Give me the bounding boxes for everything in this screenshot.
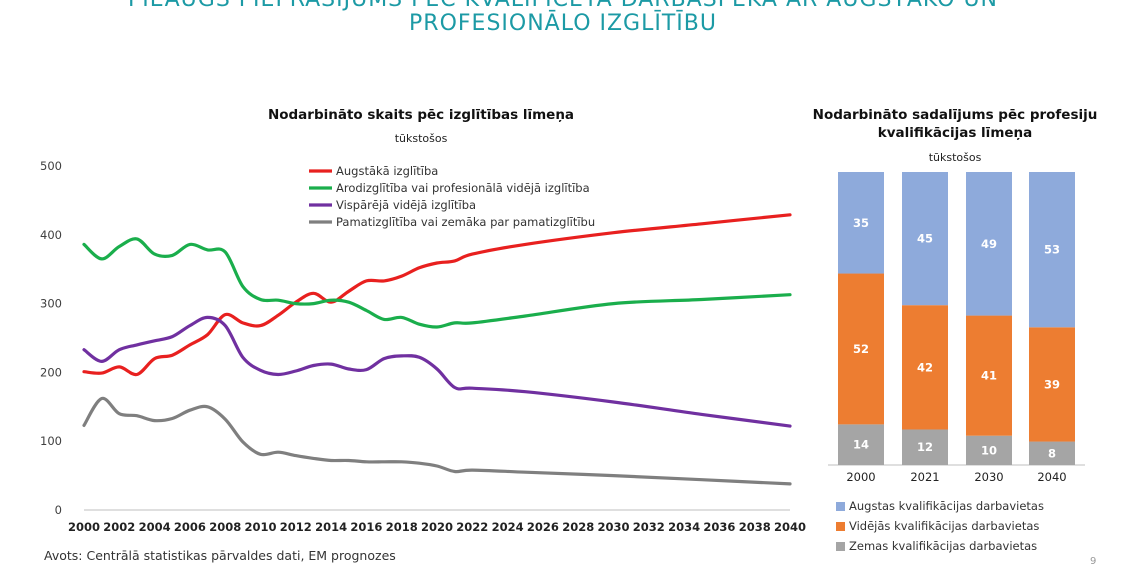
line-chart-title: Nodarbināto skaits pēc izglītības līmeņa xyxy=(268,107,574,123)
x-tick-label: 2002 xyxy=(103,520,135,534)
x-tick-label: 2012 xyxy=(280,520,312,534)
bar-category-label: 2040 xyxy=(1037,470,1066,484)
medium-qualification-segment xyxy=(966,315,1012,436)
series-line-vocational-education xyxy=(82,237,792,329)
legend-label: Pamatizglītība vai zemāka par pamatizglī… xyxy=(336,215,595,229)
bar-chart-legend: Augstas kvalifikācijas darbavietas Vidējā… xyxy=(836,499,1044,553)
low-qualification-segment xyxy=(966,435,1012,465)
high-qualification-segment xyxy=(838,172,884,274)
bar-data-label: 8 xyxy=(1048,446,1056,460)
bar-data-label: 10 xyxy=(981,443,997,457)
x-tick-label: 2028 xyxy=(562,520,594,534)
bar-data-label: 45 xyxy=(917,232,933,246)
x-tick-label: 2038 xyxy=(739,520,771,534)
legend-swatch xyxy=(836,542,845,551)
legend-swatch xyxy=(836,502,845,511)
y-tick-label: 100 xyxy=(40,434,62,448)
bar-category-label: 2030 xyxy=(974,470,1003,484)
bar-category-label: 2021 xyxy=(910,470,939,484)
medium-qualification-segment xyxy=(1029,327,1075,442)
legend-label: Augstas kvalifikācijas darbavietas xyxy=(849,499,1044,513)
high-qualification-segment xyxy=(1029,172,1075,328)
legend-label: Vidējās kvalifikācijas darbavietas xyxy=(849,519,1039,533)
x-tick-label: 2008 xyxy=(209,520,241,534)
bar-chart-subtitle: tūkstošos xyxy=(929,151,982,164)
low-qualification-segment xyxy=(902,429,948,465)
bar-data-label: 42 xyxy=(917,360,933,374)
page-title: PIEAUGS PIEPRASĪJUMS PĒC KVALIFICĒTA DAR… xyxy=(128,0,997,36)
bar-data-label: 49 xyxy=(981,237,997,251)
x-tick-label: 2036 xyxy=(703,520,735,534)
legend-label: Vispārējā vidējā izglītība xyxy=(336,198,476,212)
x-tick-label: 2030 xyxy=(597,520,629,534)
bar-data-label: 12 xyxy=(917,440,933,454)
series-line-general-secondary xyxy=(82,315,792,428)
x-tick-label: 2014 xyxy=(315,520,347,534)
x-tick-label: 2018 xyxy=(386,520,418,534)
x-tick-label: 2016 xyxy=(350,520,382,534)
x-tick-label: 2034 xyxy=(668,520,700,534)
line-chart-axes: 0 100 200 300 400 500 2000 2002 2004 2006 2008 2010… xyxy=(40,159,806,534)
x-tick-label: 2006 xyxy=(174,520,206,534)
series-line-higher-education xyxy=(82,213,792,377)
high-qualification-segment xyxy=(902,172,948,306)
bar-category-label: 2000 xyxy=(846,470,875,484)
bar-chart-title-line-1: Nodarbināto sadalījums pēc profesiju xyxy=(813,107,1098,123)
bar-data-label: 35 xyxy=(853,216,869,230)
medium-qualification-segment xyxy=(838,273,884,425)
slide-number: 9 xyxy=(1090,556,1097,567)
line-chart: Nodarbināto skaits pēc izglītības līmeņa… xyxy=(40,107,806,534)
x-tick-label: 2032 xyxy=(633,520,665,534)
source-note: Avots: Centrālā statistikas pārvaldes da… xyxy=(44,548,396,563)
legend-label: Augstākā izglītība xyxy=(336,164,438,178)
bar-data-label: 14 xyxy=(853,438,869,452)
bar-chart: Nodarbināto sadalījums pēc profesiju kva… xyxy=(813,107,1098,553)
series-line-basic-education xyxy=(82,396,792,486)
legend-label: Zemas kvalifikācijas darbavietas xyxy=(849,539,1037,553)
x-tick-label: 2040 xyxy=(774,520,806,534)
x-tick-label: 2020 xyxy=(421,520,453,534)
high-qualification-segment xyxy=(966,172,1012,316)
line-chart-series xyxy=(82,213,792,486)
line-chart-legend: Augstākā izglītība Arodizglītība vai prof… xyxy=(309,164,595,229)
bar-chart-bars: 14 52 35 2000 12 42 45 2021 10 41 49 2030 8 39 53 2040 xyxy=(828,172,1085,484)
x-tick-label: 2010 xyxy=(244,520,276,534)
y-tick-label: 0 xyxy=(55,503,62,517)
y-tick-label: 200 xyxy=(40,365,62,379)
legend-swatch xyxy=(836,522,845,531)
bar-data-label: 41 xyxy=(981,369,997,383)
bar-data-label: 52 xyxy=(853,342,869,356)
bar-chart-title-line-2: kvalifikācijas līmeņa xyxy=(878,125,1033,141)
x-tick-label: 2026 xyxy=(527,520,559,534)
x-tick-label: 2024 xyxy=(492,520,524,534)
low-qualification-segment xyxy=(838,424,884,465)
x-tick-label: 2000 xyxy=(68,520,100,534)
y-tick-label: 300 xyxy=(40,297,62,311)
medium-qualification-segment xyxy=(902,305,948,430)
legend-label: Arodizglītība vai profesionālā vidējā iz… xyxy=(336,181,590,195)
x-tick-label: 2004 xyxy=(139,520,171,534)
y-tick-label: 500 xyxy=(40,159,62,173)
line-chart-subtitle: tūkstošos xyxy=(395,132,448,145)
bar-data-label: 39 xyxy=(1044,377,1060,391)
bar-data-label: 53 xyxy=(1044,243,1060,257)
low-qualification-segment xyxy=(1029,441,1075,465)
y-tick-label: 400 xyxy=(40,228,62,242)
x-tick-label: 2022 xyxy=(456,520,488,534)
